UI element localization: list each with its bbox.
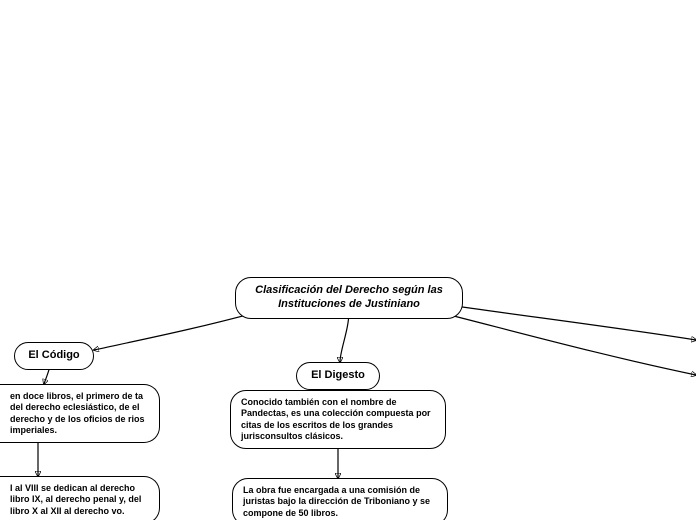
edge-root-codigo: [94, 310, 265, 350]
node-digesto-desc1-text: Conocido también con el nombre de Pandec…: [241, 397, 431, 441]
node-codigo-desc1-text: en doce libros, el primero de ta del der…: [10, 391, 145, 435]
edge-root-offR1: [430, 310, 696, 375]
node-codigo-text: El Código: [28, 349, 79, 361]
node-digesto: El Digesto: [296, 362, 380, 390]
edge-root-offR2: [455, 306, 696, 340]
node-root-text: Clasificación del Derecho según las Inst…: [255, 284, 443, 310]
node-digesto-text: El Digesto: [311, 369, 365, 381]
node-codigo-desc1: en doce libros, el primero de ta del der…: [0, 384, 160, 443]
node-root: Clasificación del Derecho según las Inst…: [235, 277, 463, 319]
node-digesto-desc2-text: La obra fue encargada a una comisión de …: [243, 485, 430, 518]
node-codigo-desc2: I al VIII se dedican al derecho libro IX…: [0, 476, 160, 520]
edge-root-digesto: [340, 311, 349, 362]
node-digesto-desc1: Conocido también con el nombre de Pandec…: [230, 390, 446, 449]
node-codigo-desc2-text: I al VIII se dedican al derecho libro IX…: [10, 483, 141, 516]
node-codigo: El Código: [14, 342, 94, 370]
node-digesto-desc2: La obra fue encargada a una comisión de …: [232, 478, 448, 520]
